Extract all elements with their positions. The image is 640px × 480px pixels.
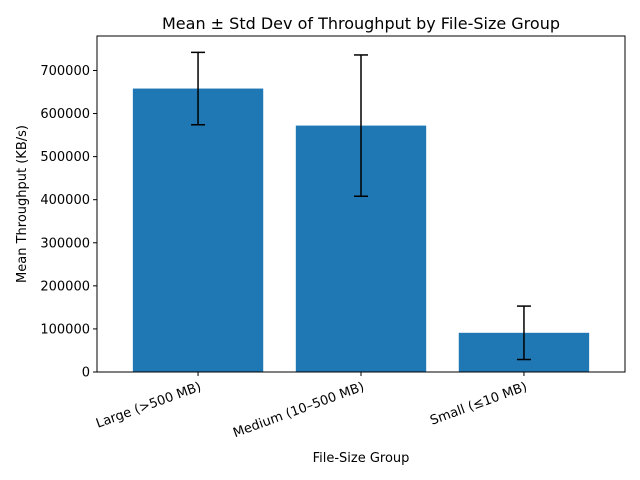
error-bars-group [191,51,531,361]
bar [132,88,264,373]
y-tick-label: 0 [82,366,90,381]
y-tick-label: 600000 [40,107,90,122]
y-tick-label: 500000 [40,150,90,165]
x-axis-label: File-Size Group [313,451,410,466]
y-axis: 0 100000 200000 300000 400000 500000 600000 700… [40,64,97,381]
y-tick-label: 400000 [40,193,90,208]
y-axis-label: Mean Throughput (KB/s) [15,125,30,283]
y-tick-label: 100000 [40,322,90,337]
chart-title: Mean ± Std Dev of Throughput by File-Siz… [162,14,560,33]
y-tick-label: 200000 [40,279,90,294]
y-tick-label: 300000 [40,236,90,251]
plot-frame [96,35,626,373]
y-tick-label: 700000 [40,64,90,79]
